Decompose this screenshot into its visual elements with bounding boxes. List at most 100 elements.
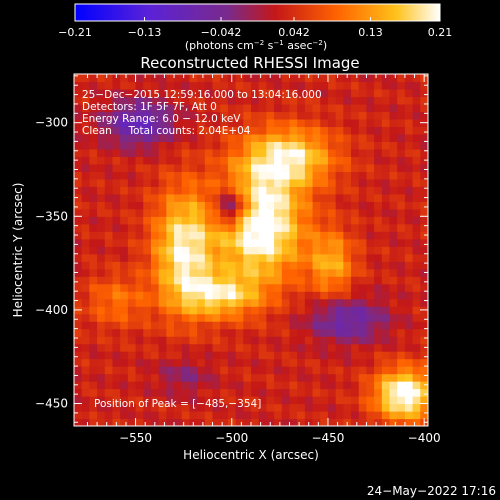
heatmap-pixel xyxy=(120,298,129,307)
heatmap-pixel xyxy=(304,238,314,247)
heatmap-pixel xyxy=(135,201,144,210)
heatmap-pixel xyxy=(381,133,391,142)
heatmap-pixel xyxy=(135,103,144,113)
heatmap-pixel xyxy=(197,268,206,277)
heatmap-pixel xyxy=(112,253,121,262)
heatmap-pixel xyxy=(112,313,121,322)
heatmap-pixel xyxy=(243,126,252,135)
heatmap-pixel xyxy=(74,298,83,307)
heatmap-pixel xyxy=(258,321,267,330)
heatmap-pixel xyxy=(243,156,252,165)
heatmap-pixel xyxy=(120,328,129,337)
heatmap-pixel xyxy=(204,156,214,165)
heatmap-pixel xyxy=(227,163,237,172)
heatmap-pixel xyxy=(251,283,260,292)
heatmap-pixel xyxy=(366,118,375,128)
heatmap-pixel xyxy=(397,268,406,277)
heatmap-pixel xyxy=(412,298,421,307)
heatmap-pixel xyxy=(143,74,152,83)
heatmap-pixel xyxy=(120,148,129,157)
heatmap-pixel xyxy=(243,81,252,90)
heatmap-pixel xyxy=(412,238,421,247)
heatmap-pixel xyxy=(166,74,175,83)
heatmap-pixel xyxy=(104,231,114,240)
heatmap-pixel xyxy=(112,103,121,113)
heatmap-pixel xyxy=(189,336,198,345)
heatmap-pixel xyxy=(112,193,121,202)
heatmap-pixel xyxy=(135,96,144,105)
heatmap-pixel xyxy=(143,246,152,255)
heatmap-pixel xyxy=(281,103,291,113)
heatmap-pixel xyxy=(327,193,337,202)
heatmap-pixel xyxy=(327,111,337,120)
heatmap-pixel xyxy=(320,366,329,375)
heatmap-pixel xyxy=(189,208,198,217)
heatmap-pixel xyxy=(74,216,83,225)
heatmap-pixel xyxy=(220,403,229,412)
heatmap-pixel xyxy=(104,208,114,217)
heatmap-pixel xyxy=(389,358,398,367)
heatmap-pixel xyxy=(420,261,428,270)
heatmap-pixel xyxy=(89,351,98,360)
heatmap-pixel xyxy=(243,201,252,210)
heatmap-pixel xyxy=(127,411,137,420)
heatmap-pixel xyxy=(397,283,406,292)
heatmap-pixel xyxy=(297,148,306,157)
heatmap-pixel xyxy=(220,396,229,405)
heatmap-pixel xyxy=(366,351,375,360)
heatmap-pixel xyxy=(197,358,206,367)
heatmap-pixel xyxy=(81,118,90,128)
heatmap-pixel xyxy=(266,343,275,352)
heatmap-pixel xyxy=(304,336,314,345)
heatmap-pixel xyxy=(120,163,129,172)
heatmap-pixel xyxy=(204,298,214,307)
heatmap-pixel xyxy=(204,186,214,195)
heatmap-pixel xyxy=(304,388,314,397)
heatmap-pixel xyxy=(366,186,375,195)
heatmap-pixel xyxy=(174,186,183,195)
heatmap-pixel xyxy=(120,238,129,247)
heatmap-pixel xyxy=(227,238,237,247)
heatmap-pixel xyxy=(150,388,160,397)
heatmap-pixel xyxy=(181,223,191,232)
heatmap-pixel xyxy=(358,231,368,240)
heatmap-pixel xyxy=(227,223,237,232)
heatmap-pixel xyxy=(158,74,167,83)
heatmap-pixel xyxy=(181,306,191,315)
heatmap-pixel xyxy=(220,74,229,83)
heatmap-pixel xyxy=(258,74,267,83)
heatmap-pixel xyxy=(304,133,314,142)
heatmap-pixel xyxy=(243,231,252,240)
heatmap-pixel xyxy=(243,336,252,345)
heatmap-pixel xyxy=(351,306,360,315)
heatmap-pixel xyxy=(258,396,267,405)
heatmap-pixel xyxy=(243,343,252,352)
heatmap-pixel xyxy=(320,336,329,345)
heatmap-pixel xyxy=(266,81,275,90)
heatmap-pixel xyxy=(335,96,344,105)
heatmap-pixel xyxy=(274,358,283,367)
heatmap-pixel xyxy=(420,141,428,150)
heatmap-pixel xyxy=(120,403,129,412)
heatmap-pixel xyxy=(351,358,360,367)
heatmap-pixel xyxy=(304,396,314,405)
heatmap-pixel xyxy=(197,88,206,98)
heatmap-pixel xyxy=(97,126,106,135)
heatmap-pixel xyxy=(220,193,229,202)
heatmap-pixel xyxy=(366,74,375,83)
heatmap-pixel xyxy=(320,306,329,315)
heatmap-pixel xyxy=(150,141,160,150)
heatmap-pixel xyxy=(120,223,129,232)
heatmap-pixel xyxy=(212,163,221,172)
heatmap-pixel xyxy=(381,373,391,382)
heatmap-pixel xyxy=(81,358,90,367)
heatmap-pixel xyxy=(135,193,144,202)
heatmap-pixel xyxy=(135,253,144,262)
heatmap-pixel xyxy=(374,306,383,315)
heatmap-pixel xyxy=(366,298,375,307)
heatmap-pixel xyxy=(343,343,352,352)
heatmap-pixel xyxy=(243,141,252,150)
heatmap-pixel xyxy=(266,201,275,210)
heatmap-pixel xyxy=(351,313,360,322)
heatmap-pixel xyxy=(235,238,244,247)
